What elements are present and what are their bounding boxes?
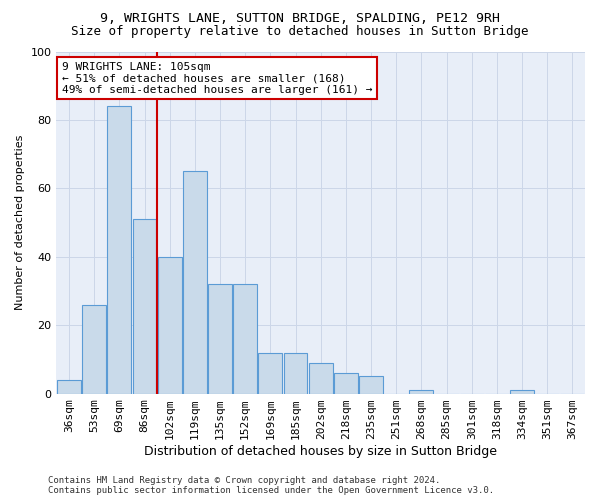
Bar bbox=[133, 219, 157, 394]
Bar bbox=[334, 373, 358, 394]
Text: 9 WRIGHTS LANE: 105sqm
← 51% of detached houses are smaller (168)
49% of semi-de: 9 WRIGHTS LANE: 105sqm ← 51% of detached… bbox=[62, 62, 372, 95]
Bar bbox=[359, 376, 383, 394]
X-axis label: Distribution of detached houses by size in Sutton Bridge: Distribution of detached houses by size … bbox=[144, 444, 497, 458]
Bar bbox=[309, 363, 332, 394]
Bar bbox=[233, 284, 257, 394]
Bar bbox=[158, 257, 182, 394]
Bar bbox=[107, 106, 131, 394]
Bar bbox=[284, 352, 307, 394]
Bar bbox=[82, 304, 106, 394]
Text: Size of property relative to detached houses in Sutton Bridge: Size of property relative to detached ho… bbox=[71, 25, 529, 38]
Text: 9, WRIGHTS LANE, SUTTON BRIDGE, SPALDING, PE12 9RH: 9, WRIGHTS LANE, SUTTON BRIDGE, SPALDING… bbox=[100, 12, 500, 26]
Bar bbox=[57, 380, 81, 394]
Bar bbox=[183, 171, 207, 394]
Bar bbox=[510, 390, 534, 394]
Y-axis label: Number of detached properties: Number of detached properties bbox=[15, 135, 25, 310]
Bar bbox=[208, 284, 232, 394]
Bar bbox=[259, 352, 283, 394]
Text: Contains HM Land Registry data © Crown copyright and database right 2024.
Contai: Contains HM Land Registry data © Crown c… bbox=[48, 476, 494, 495]
Bar bbox=[409, 390, 433, 394]
